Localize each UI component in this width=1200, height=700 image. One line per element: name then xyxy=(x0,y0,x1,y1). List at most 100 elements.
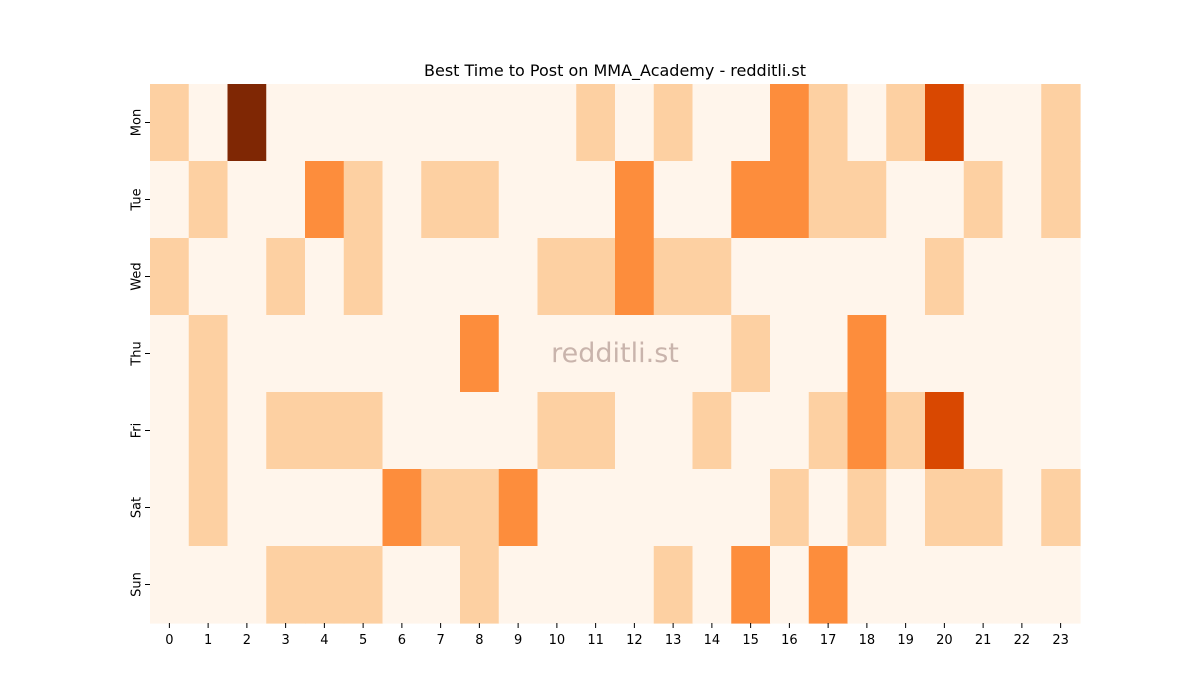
heatmap-cell-mon-8 xyxy=(460,84,500,162)
heatmap-cell-thu-23 xyxy=(1041,315,1081,393)
heatmap-cell-tue-0 xyxy=(150,161,190,239)
heatmap-cell-tue-18 xyxy=(847,161,887,239)
x-tick-label: 12 xyxy=(626,633,643,648)
heatmap-cell-sat-14 xyxy=(692,469,732,547)
heatmap-cell-fri-14 xyxy=(692,392,732,470)
heatmap-cell-fri-22 xyxy=(1002,392,1042,470)
heatmap-cell-wed-2 xyxy=(227,238,267,316)
x-tick-label: 1 xyxy=(204,633,212,648)
x-tick-label: 19 xyxy=(897,633,914,648)
heatmap-cell-mon-9 xyxy=(498,84,539,162)
heatmap-cell-wed-7 xyxy=(421,238,461,316)
x-tick-label: 3 xyxy=(281,633,289,648)
heatmap-cell-sat-7 xyxy=(421,469,461,547)
heatmap-cell-fri-15 xyxy=(731,392,771,470)
x-tick-label: 0 xyxy=(165,633,173,648)
heatmap-cell-fri-23 xyxy=(1041,392,1081,470)
heatmap-cell-fri-11 xyxy=(576,392,616,470)
heatmap-cell-sat-1 xyxy=(188,469,229,547)
y-tick-label: Mon xyxy=(130,109,145,136)
heatmap-cell-sat-20 xyxy=(925,469,965,547)
heatmap-cell-tue-1 xyxy=(188,161,229,239)
heatmap-cell-mon-5 xyxy=(343,84,384,162)
heatmap-cell-fri-8 xyxy=(460,392,500,470)
x-tick-label: 14 xyxy=(704,633,721,648)
heatmap-cell-thu-6 xyxy=(382,315,422,393)
heatmap-cell-sat-2 xyxy=(227,469,267,547)
heatmap-cell-fri-12 xyxy=(615,392,655,470)
heatmap-cell-sat-15 xyxy=(731,469,771,547)
heatmap-cell-sun-13 xyxy=(653,546,694,624)
x-tick-label: 6 xyxy=(398,633,406,648)
heatmap-cell-mon-2 xyxy=(227,84,267,162)
heatmap-cell-thu-2 xyxy=(227,315,267,393)
x-tick-label: 18 xyxy=(859,633,876,648)
heatmap-cell-thu-10 xyxy=(537,315,577,393)
heatmap-cell-thu-17 xyxy=(808,315,849,393)
heatmap-cell-tue-7 xyxy=(421,161,461,239)
heatmap-cell-sat-17 xyxy=(808,469,849,547)
heatmap-cell-mon-20 xyxy=(925,84,965,162)
heatmap-cell-thu-18 xyxy=(847,315,887,393)
y-tick-label: Thu xyxy=(130,341,145,366)
heatmap-cell-thu-0 xyxy=(150,315,190,393)
x-tick-label: 7 xyxy=(436,633,444,648)
heatmap-cell-thu-5 xyxy=(343,315,384,393)
heatmap-cell-sun-18 xyxy=(847,546,887,624)
x-tick-label: 20 xyxy=(936,633,953,648)
x-tick-label: 21 xyxy=(975,633,992,648)
heatmap-cell-fri-19 xyxy=(886,392,926,470)
x-axis: 0 1 2 3 4 5 6 7 8 9 10 11 12 13 14 15 16 17 18 19 20 21 22 23 xyxy=(165,623,1069,648)
heatmap-cell-fri-2 xyxy=(227,392,267,470)
heatmap-cell-mon-10 xyxy=(537,84,577,162)
heatmap-cell-mon-14 xyxy=(692,84,732,162)
heatmap-cell-wed-17 xyxy=(808,238,849,316)
heatmap-cell-mon-6 xyxy=(382,84,422,162)
x-tick-label: 8 xyxy=(475,633,483,648)
heatmap-cell-thu-4 xyxy=(305,315,345,393)
heatmap-cell-mon-15 xyxy=(731,84,771,162)
heatmap-cell-sat-12 xyxy=(615,469,655,547)
heatmap-cell-tue-8 xyxy=(460,161,500,239)
heatmap-cell-sun-19 xyxy=(886,546,926,624)
heatmap-cell-sat-16 xyxy=(770,469,810,547)
x-tick-label: 15 xyxy=(742,633,759,648)
heatmap-cell-sun-8 xyxy=(460,546,500,624)
heatmap-cell-sun-22 xyxy=(1002,546,1042,624)
heatmap-cell-wed-20 xyxy=(925,238,965,316)
heatmap-cell-wed-11 xyxy=(576,238,616,316)
y-tick-label: Wed xyxy=(130,262,145,290)
heatmap-cell-fri-18 xyxy=(847,392,887,470)
heatmap-cell-sun-3 xyxy=(266,546,306,624)
heatmap-cell-wed-0 xyxy=(150,238,190,316)
heatmap-cell-mon-21 xyxy=(963,84,1004,162)
heatmap-cell-sat-13 xyxy=(653,469,694,547)
x-tick-label: 9 xyxy=(514,633,522,648)
heatmap-cell-tue-9 xyxy=(498,161,539,239)
heatmap-cell-sat-11 xyxy=(576,469,616,547)
heatmap-cell-sun-20 xyxy=(925,546,965,624)
heatmap-cell-tue-11 xyxy=(576,161,616,239)
heatmap-cell-sun-17 xyxy=(808,546,849,624)
heatmap-cell-thu-13 xyxy=(653,315,694,393)
watermark: redditli.st xyxy=(551,338,679,369)
heatmap-cell-tue-15 xyxy=(731,161,771,239)
heatmap-cell-fri-6 xyxy=(382,392,422,470)
heatmap-cell-thu-15 xyxy=(731,315,771,393)
heatmap-cells xyxy=(150,84,1081,624)
heatmap-cell-sun-4 xyxy=(305,546,345,624)
heatmap-cell-mon-19 xyxy=(886,84,926,162)
heatmap-cell-sat-19 xyxy=(886,469,926,547)
heatmap-cell-thu-12 xyxy=(615,315,655,393)
heatmap-cell-wed-12 xyxy=(615,238,655,316)
heatmap-cell-wed-13 xyxy=(653,238,694,316)
x-tick-label: 13 xyxy=(665,633,682,648)
heatmap-cell-tue-14 xyxy=(692,161,732,239)
heatmap-cell-wed-19 xyxy=(886,238,926,316)
heatmap-cell-wed-18 xyxy=(847,238,887,316)
heatmap-cell-mon-1 xyxy=(188,84,229,162)
heatmap-cell-sun-5 xyxy=(343,546,384,624)
heatmap-cell-thu-8 xyxy=(460,315,500,393)
heatmap-cell-mon-4 xyxy=(305,84,345,162)
